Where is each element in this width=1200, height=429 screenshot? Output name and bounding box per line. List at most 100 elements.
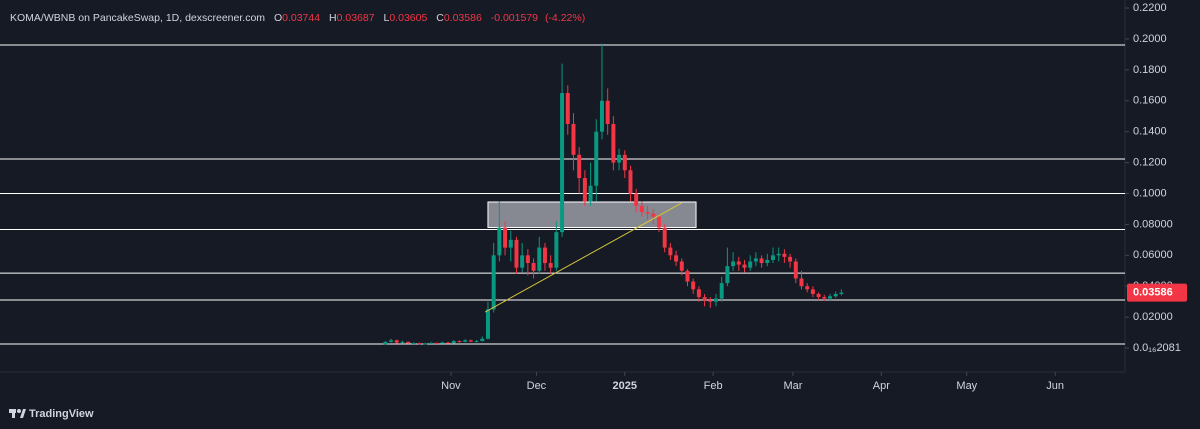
candle-body	[691, 281, 696, 290]
candle-body	[582, 178, 587, 202]
y-tick-label: 0.1600	[1133, 95, 1167, 107]
candle-body	[810, 289, 815, 294]
candle-body	[656, 216, 661, 228]
candle-body	[605, 100, 610, 124]
candle-body	[577, 154, 582, 179]
x-tick-label: Apr	[873, 380, 890, 392]
candle-body	[440, 342, 445, 344]
candle-body	[833, 293, 838, 297]
candle-body	[828, 296, 832, 299]
candle-body	[554, 232, 559, 268]
close-value: 0.03586	[444, 12, 482, 24]
candle-body	[520, 255, 525, 268]
candle-body	[731, 261, 736, 267]
candle-body	[719, 283, 724, 299]
y-tick-label: 0.1400	[1133, 126, 1167, 138]
candle-body	[651, 213, 656, 217]
candle-body	[457, 341, 462, 343]
high-label: H	[329, 12, 337, 24]
y-tick-label: 0.0₁₆2081	[1133, 342, 1181, 354]
candle-body	[685, 270, 690, 282]
candle-body	[503, 227, 508, 248]
candle-body	[645, 212, 650, 214]
candle-body	[474, 341, 479, 343]
high-value: 0.03687	[337, 12, 375, 24]
candle-body	[793, 261, 798, 279]
x-tick-label: Feb	[704, 380, 723, 392]
candle-body	[674, 255, 679, 262]
x-tick-label: 2025	[613, 380, 637, 392]
last-price-label: 0.03586	[1133, 287, 1173, 299]
candle-body	[423, 343, 428, 345]
change-percent: (-4.22%)	[545, 12, 585, 24]
candle-body	[736, 261, 741, 265]
candle-body	[759, 258, 764, 264]
candle-body	[565, 93, 570, 124]
candle-body	[662, 227, 667, 248]
logo	[9, 409, 26, 418]
candle-body	[451, 341, 456, 344]
candle-body	[491, 255, 496, 310]
candle-body	[788, 256, 793, 262]
candle-body	[537, 247, 542, 271]
candle-body	[713, 298, 718, 302]
x-tick-label: Mar	[783, 380, 802, 392]
candle-body	[485, 309, 490, 339]
watermark: TradingView	[29, 408, 94, 420]
y-tick-label: 0.2000	[1133, 33, 1167, 45]
open-value: 0.03744	[282, 12, 320, 24]
candle-body	[548, 263, 553, 268]
candle-body	[702, 297, 707, 301]
candle-body	[383, 341, 388, 345]
candle-body	[748, 261, 753, 268]
zone	[487, 201, 697, 228]
candle-body	[634, 193, 639, 206]
candle-body	[400, 341, 405, 343]
candle-body	[770, 255, 775, 260]
candle-body	[514, 239, 519, 268]
y-tick-label: 0.02000	[1133, 311, 1173, 323]
y-tick-label: 0.1800	[1133, 64, 1167, 76]
candle-body	[782, 253, 787, 257]
y-tick-label: 0.06000	[1133, 249, 1173, 261]
candle-body	[765, 259, 770, 264]
y-tick-label: 0.2200	[1133, 2, 1167, 14]
candle-body	[594, 131, 599, 186]
close-label: C	[436, 12, 444, 24]
candle-body	[411, 343, 416, 345]
candle-body	[463, 340, 468, 342]
x-tick-label: May	[956, 380, 977, 392]
x-tick-label: Jun	[1046, 380, 1064, 392]
y-tick-label: 0.1200	[1133, 156, 1167, 168]
low-value: 0.03605	[389, 12, 427, 24]
x-tick-label: Dec	[527, 380, 547, 392]
x-tick-label: Nov	[441, 380, 461, 392]
candle-body	[508, 239, 513, 248]
candle-body	[816, 293, 821, 298]
candle-body	[389, 340, 394, 342]
candle-body	[799, 278, 804, 287]
trend-line	[484, 202, 683, 313]
candle-body	[446, 342, 451, 344]
candle-body	[480, 338, 485, 342]
logo-slash	[20, 409, 26, 418]
change-value: -0.001579	[491, 12, 538, 24]
candle-body	[725, 266, 730, 284]
candle-body	[428, 342, 433, 344]
last-price-box	[1127, 283, 1187, 302]
candle-body	[468, 340, 473, 342]
candle-body	[588, 185, 593, 202]
candle-body	[497, 227, 502, 256]
candle-body	[776, 253, 781, 256]
candle-body	[822, 297, 827, 299]
low-label: L	[384, 12, 390, 24]
y-tick-label: 0.08000	[1133, 218, 1173, 230]
candle-body	[525, 255, 530, 264]
candle-body	[406, 341, 411, 344]
candle-body	[560, 93, 565, 233]
candle-body	[394, 340, 399, 343]
candle-body	[628, 170, 633, 194]
candle-body	[696, 289, 701, 298]
logo-dot	[17, 409, 21, 413]
